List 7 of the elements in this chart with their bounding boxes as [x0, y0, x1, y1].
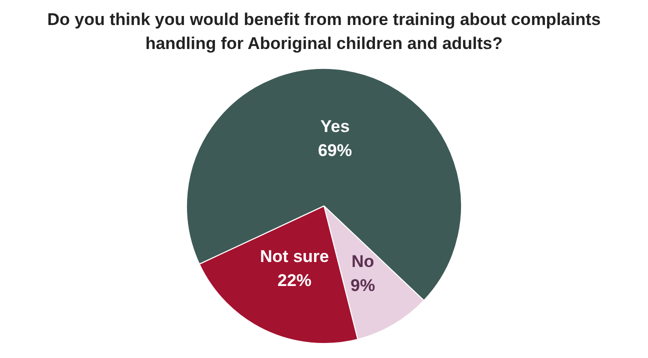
chart-title: Do you think you would benefit from more training about complaints handling for Aboriginal children and adults? — [46, 9, 602, 55]
data-label: 22% — [277, 270, 312, 290]
data-label: 9% — [350, 276, 376, 295]
data-label: 69% — [318, 140, 352, 160]
slice-label: Yes — [320, 116, 350, 136]
slice-label: No — [351, 252, 374, 271]
slice-label: Not sure — [260, 246, 329, 266]
